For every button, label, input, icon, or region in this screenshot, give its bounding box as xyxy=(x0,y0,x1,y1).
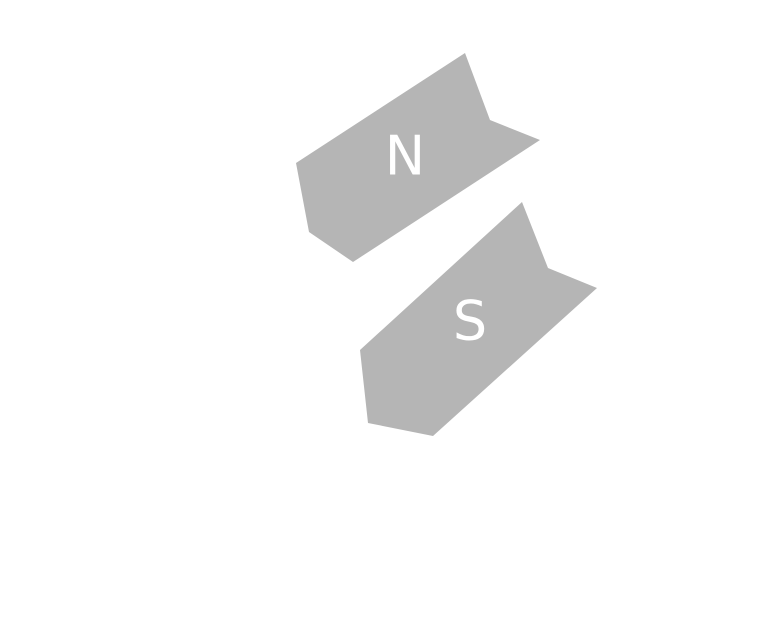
north-pole-label: N xyxy=(385,125,425,188)
north-piece-shape xyxy=(296,53,540,262)
south-piece-shape xyxy=(360,202,597,436)
south-pole-label: S xyxy=(453,290,487,353)
magnet-south-piece: S xyxy=(360,202,597,436)
magnet-north-piece: N xyxy=(296,53,540,262)
